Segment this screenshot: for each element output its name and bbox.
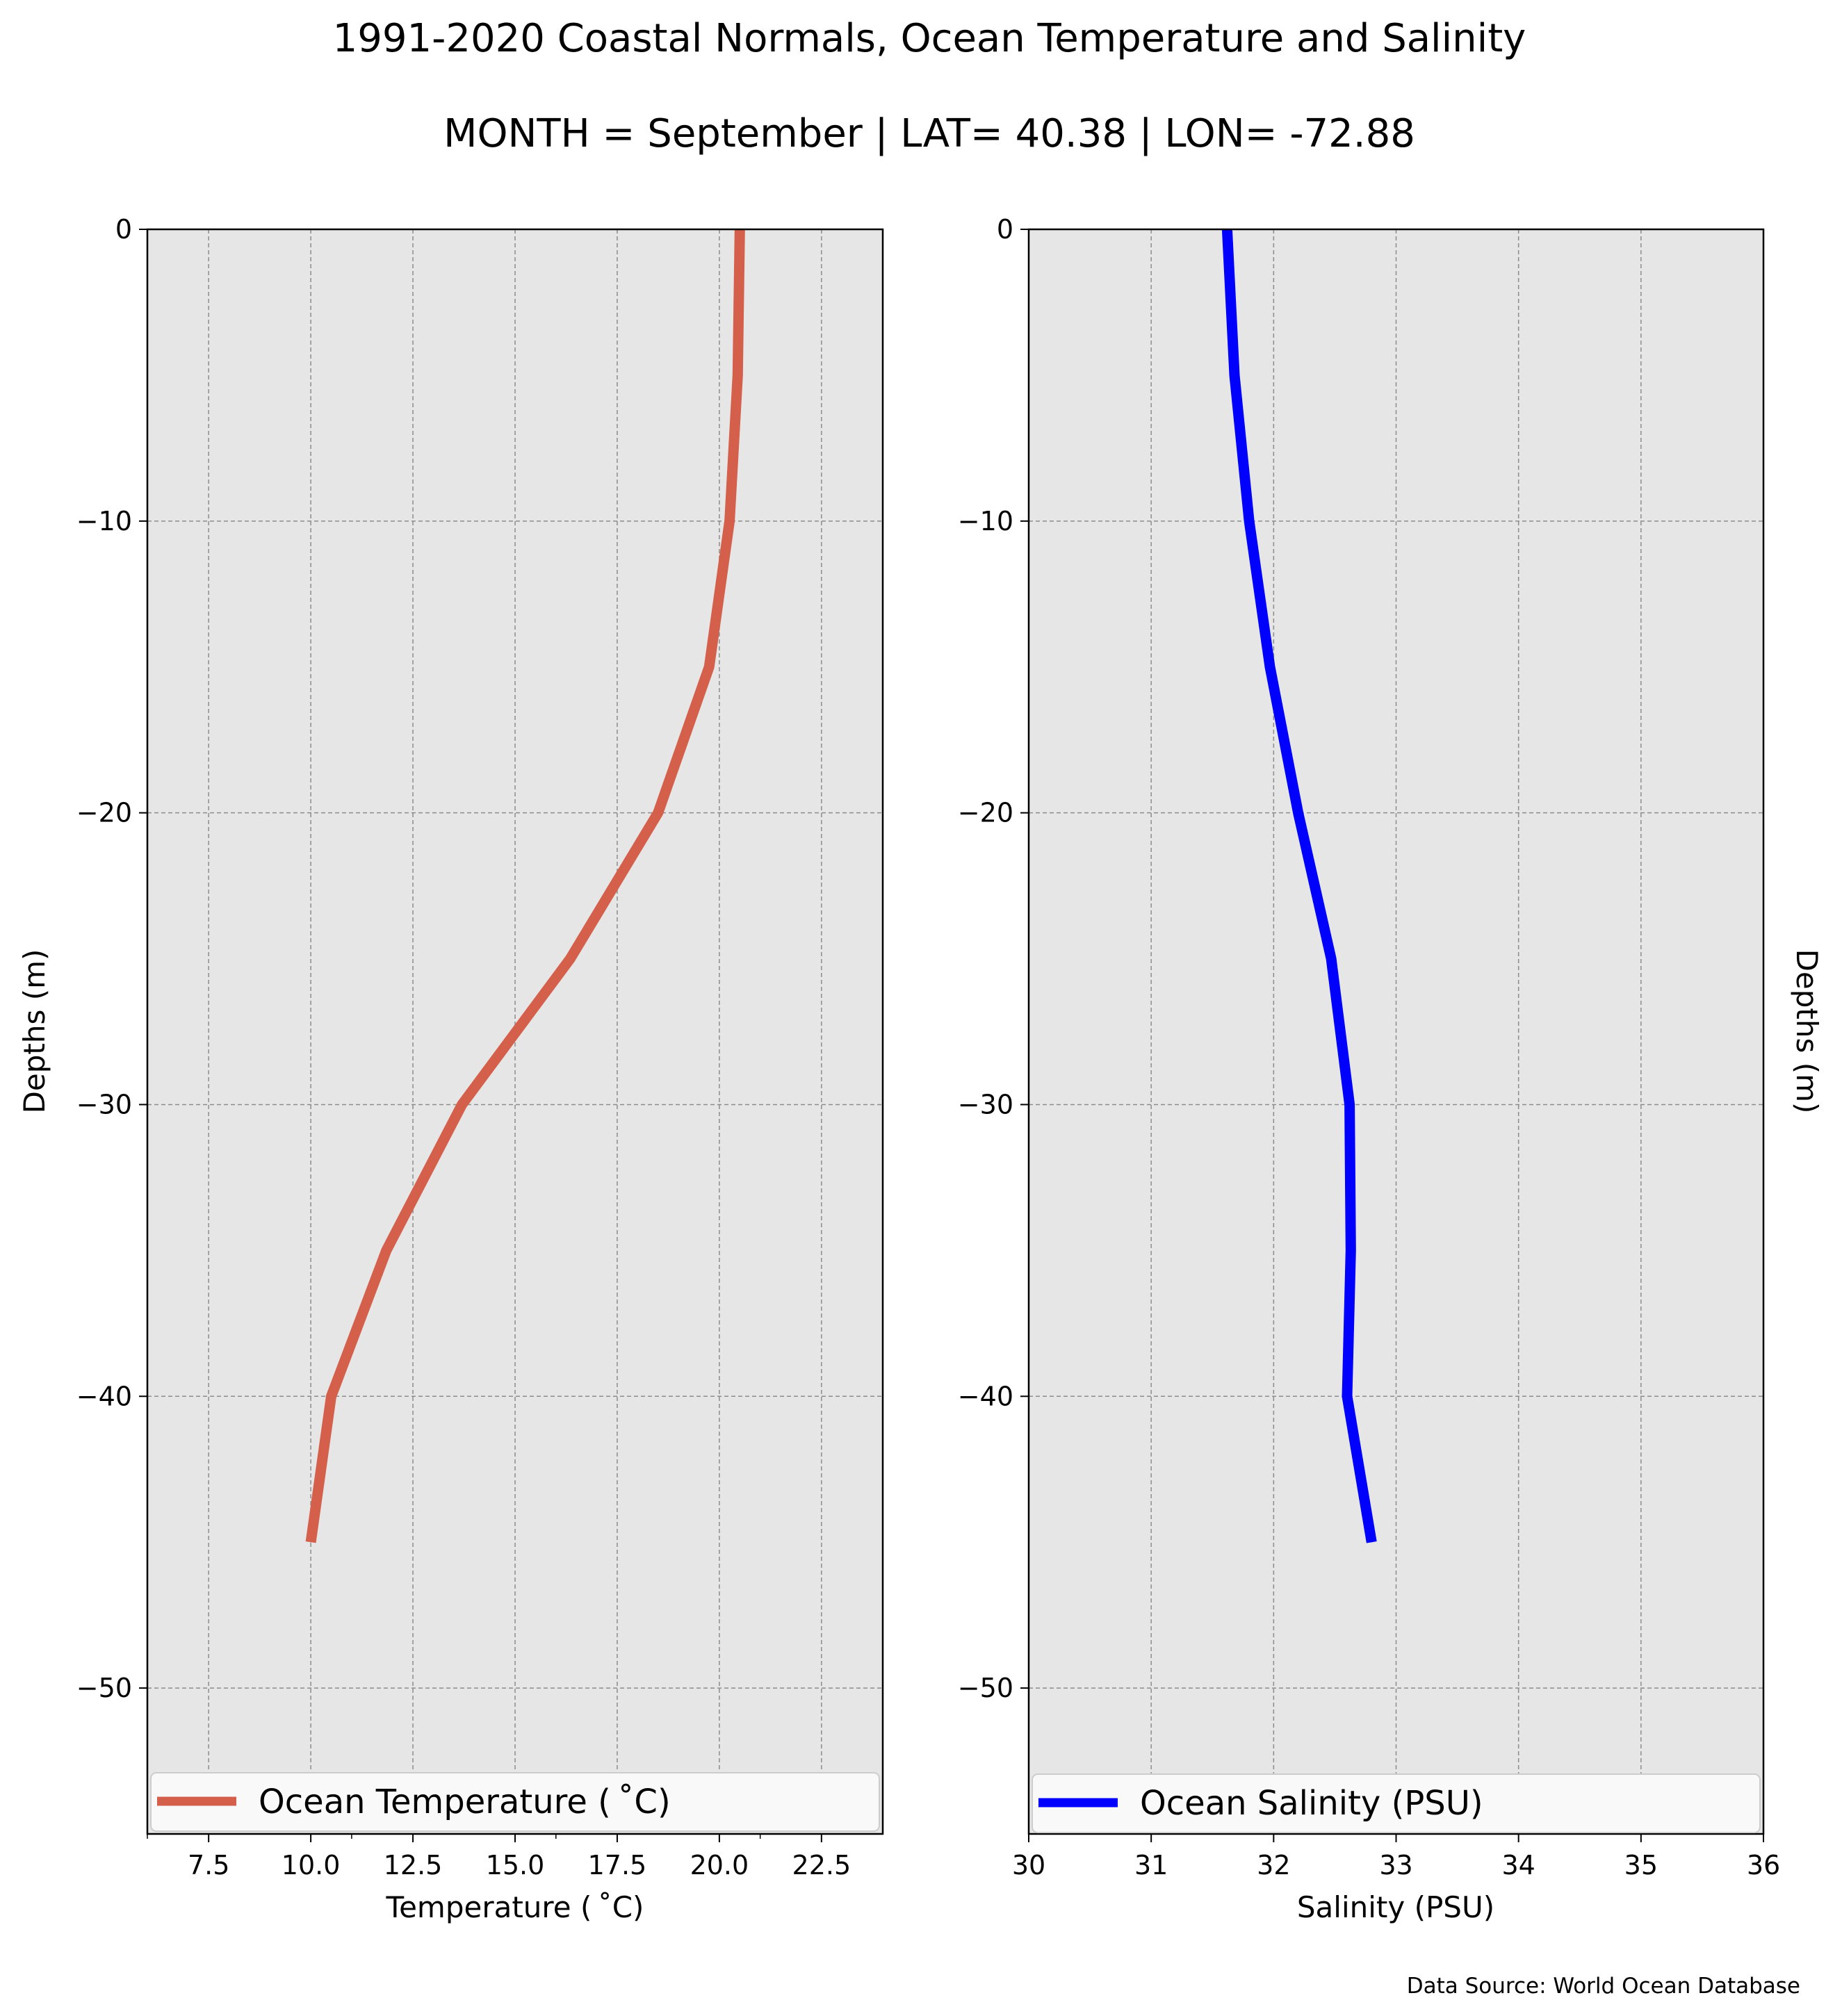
x-tick-label: 20.0 [690, 1850, 749, 1880]
x-tick-label: 22.5 [792, 1850, 851, 1880]
y-tick-label: −10 [958, 506, 1013, 536]
x-tick-label: 15.0 [486, 1850, 545, 1880]
y-tick-label: −30 [76, 1089, 132, 1120]
salinity-legend-label: Ocean Salinity (PSU) [1140, 1784, 1483, 1823]
source-note: Data Source: World Ocean Database [1407, 1974, 1800, 1999]
y-tick-label: −50 [958, 1673, 1013, 1703]
data-point [1371, 1541, 1372, 1543]
salinity-x-axis-label: Salinity (PSU) [1297, 1890, 1494, 1924]
title-line-1: 1991-2020 Coastal Normals, Ocean Tempera… [333, 16, 1526, 61]
y-tick-label: 0 [997, 214, 1013, 245]
x-tick-label: 33 [1379, 1850, 1412, 1880]
data-point [1269, 666, 1271, 668]
temperature-ticks: 7.5 10.0 12.5 15.0 17.5 20.0 22.5 0 −10 −20 −30 −40… [76, 214, 851, 1880]
salinity-legend: Ocean Salinity (PSU) [1032, 1773, 1761, 1833]
x-tick-label: 10.0 [282, 1850, 341, 1880]
temperature-legend-label: Ocean Temperature ( ˚C) [259, 1783, 671, 1821]
salinity-legend-box [1032, 1773, 1761, 1833]
series-line [305, 229, 745, 1543]
salinity-panel: 30 31 32 33 34 35 36 0 −10 −20 −30 −40 −50 Ocean Sal… [958, 214, 1824, 1924]
y-tick-label: −30 [958, 1089, 1013, 1120]
y-tick-label: −20 [76, 798, 132, 828]
data-point [1330, 958, 1332, 960]
y-tick-label: −40 [76, 1381, 132, 1411]
salinity-right-y-axis-label: Depths (m) [1790, 949, 1824, 1114]
data-point [569, 958, 571, 960]
temperature-panel: 7.5 10.0 12.5 15.0 17.5 20.0 22.5 0 −10 −20 −30 −40… [17, 214, 884, 1924]
title-line-2: MONTH = September | LAT= 40.38 | LON= -7… [443, 111, 1415, 156]
x-tick-label: 35 [1624, 1850, 1658, 1880]
y-tick-label: −10 [76, 506, 132, 536]
temperature-x-axis-label: Temperature ( ˚C) [386, 1890, 644, 1924]
data-point [1346, 1395, 1348, 1397]
x-tick-label: 34 [1501, 1850, 1535, 1880]
data-point [708, 666, 710, 668]
salinity-ticks: 30 31 32 33 34 35 36 0 −10 −20 −30 −40 −50 [958, 214, 1780, 1880]
x-tick-label: 12.5 [384, 1850, 443, 1880]
x-tick-label: 32 [1257, 1850, 1290, 1880]
data-point [1349, 1104, 1351, 1105]
x-tick-label: 7.5 [188, 1850, 229, 1880]
data-point [331, 1395, 332, 1397]
x-tick-label: 36 [1747, 1850, 1780, 1880]
y-tick-label: −50 [76, 1673, 132, 1703]
y-tick-label: −20 [958, 798, 1013, 828]
x-tick-label: 30 [1012, 1850, 1045, 1880]
temperature-legend-box [150, 1772, 880, 1832]
temperature-y-axis-label: Depths (m) [17, 949, 51, 1114]
x-tick-label: 17.5 [588, 1850, 647, 1880]
y-tick-label: −40 [958, 1381, 1013, 1411]
series-line [1221, 229, 1377, 1543]
temperature-legend: Ocean Temperature ( ˚C) [150, 1772, 880, 1832]
x-tick-label: 31 [1134, 1850, 1168, 1880]
y-tick-label: 0 [115, 214, 132, 245]
